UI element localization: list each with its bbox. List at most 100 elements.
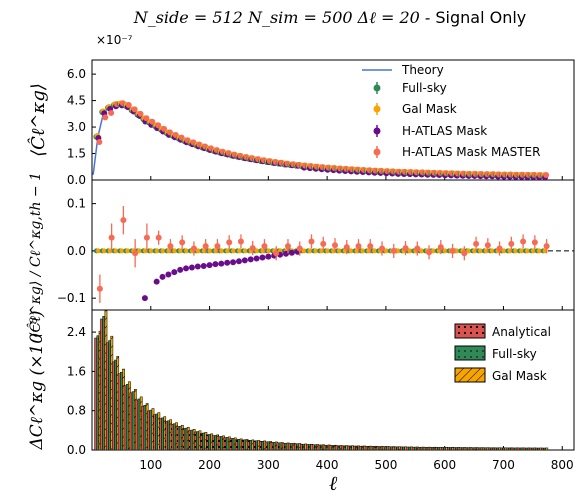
bar-analytical [488,447,491,451]
x-axis-label: ℓ [329,471,338,495]
bar-full-sky [261,440,264,451]
bar-analytical [405,446,409,451]
mid-point-h-atlas [171,269,178,276]
bar-full-sky [366,446,370,451]
top-y-tick-label: 4.5 [67,94,86,108]
bar-full-sky [472,447,476,451]
bottom-panel-data [94,310,549,451]
bar-full-sky [355,445,358,451]
x-tick-label: 700 [492,458,515,472]
bar-analytical [223,437,227,451]
top-legend: Theory Full-sky Gal Mask H-ATLAS Mask H-… [362,63,540,159]
mid-point-h-atlas [177,266,184,273]
bar-analytical [458,447,462,451]
x-ticks: 100 200 300 400 500 600 700 800 [139,176,574,472]
mid-point-gal-mask [519,248,525,254]
bar-analytical [135,399,139,451]
bar-full-sky [308,444,311,451]
bar-full-sky [361,445,364,451]
legend-galmask-marker [373,105,381,113]
mid-point-gal-mask [536,248,542,254]
bar-analytical [276,442,280,451]
bar-full-sky [255,440,258,451]
legend-fullsky-marker [373,84,381,92]
mid-point-gal-mask [372,248,378,254]
bar-analytical [188,430,192,451]
legend-hatlas-label: H-ATLAS Mask [402,124,487,138]
legend-fullsky-label: Full-sky [402,81,447,95]
bar-analytical [335,445,339,451]
bar-analytical [147,410,150,451]
x-tick-label: 400 [316,458,339,472]
bar-full-sky [237,439,241,451]
mid-point-h-atlas [206,262,213,269]
bar-analytical [517,447,521,451]
mid-point-master [496,245,503,252]
bar-full-sky [284,442,288,451]
bar-full-sky [513,447,517,451]
mid-point-gal-mask [266,248,272,254]
mid-point-master [473,240,480,247]
bar-analytical [270,442,274,451]
mid-point-master [273,250,280,257]
mid-point-master [179,239,186,246]
x-tick-label: 600 [433,458,456,472]
mid-point-master [132,250,139,257]
top-y-tick-label: 3.0 [67,120,86,134]
bottom-y-ticks: 0.0 0.8 1.6 2.4 [67,325,96,457]
bottom-legend: Analytical Full-sky Gal Mask [454,323,551,383]
mid-point-master [484,242,491,249]
bar-full-sky [184,427,188,451]
middle-y-ticks: −0.1 0.0 0.1 [57,197,96,305]
top-ylabel: ⟨Ĉℓ^κg⟩ [26,83,49,157]
mid-point-gal-mask [348,248,354,254]
bar-full-sky [443,447,447,451]
top-point-h-atlas-mask-master [161,125,168,132]
bar-analytical [535,447,538,451]
bar-analytical [511,447,515,451]
mid-point-gal-mask [513,248,519,254]
legend-galmask-bar-label: Gal Mask [492,369,547,383]
bar-full-sky [484,447,488,451]
legend-analytical-label: Analytical [492,325,551,339]
middle-ylabel: ⟨Ĉℓ^κg⟩ / Cℓ^κg,th − 1 [26,172,44,338]
mid-point-master [508,240,515,247]
top-panel-data [92,100,550,181]
mid-point-master [520,238,527,245]
bar-analytical [117,373,121,451]
bar-analytical [476,447,480,451]
bar-full-sky [455,447,458,451]
bar-analytical [423,447,427,451]
bar-analytical [247,440,250,451]
bar-full-sky [96,335,100,451]
bar-full-sky [490,447,494,451]
mid-point-gal-mask [254,248,260,254]
top-y-ticks: 0.0 1.5 3.0 4.5 6.0 [67,67,96,187]
bar-analytical [523,447,527,451]
bottom-y-tick-label: 1.6 [67,364,86,378]
top-point-h-atlas-mask-master [149,118,156,125]
mid-point-h-atlas [265,253,272,260]
mid-point-h-atlas [259,254,266,261]
bar-full-sky [172,423,176,451]
bar-gal-mask [545,447,549,451]
middle-y-tick-label: 0.1 [67,197,86,211]
mid-point-gal-mask [360,248,366,254]
mid-point-gal-mask [172,248,178,254]
bar-full-sky [143,405,147,451]
mid-point-h-atlas [212,261,219,268]
bar-analytical [541,447,544,451]
x-tick-label: 500 [374,458,397,472]
mid-point-gal-mask [195,248,201,254]
mid-point-master [120,217,127,224]
mid-point-h-atlas [141,295,148,302]
mid-point-h-atlas [153,278,160,285]
top-point-h-atlas-mask-master [131,106,138,113]
bar-full-sky [390,446,394,451]
legend-theory-label: Theory [401,63,444,77]
mid-point-h-atlas [218,260,225,267]
mid-point-master [249,245,256,252]
bar-analytical [211,435,215,451]
bar-full-sky [402,446,405,451]
